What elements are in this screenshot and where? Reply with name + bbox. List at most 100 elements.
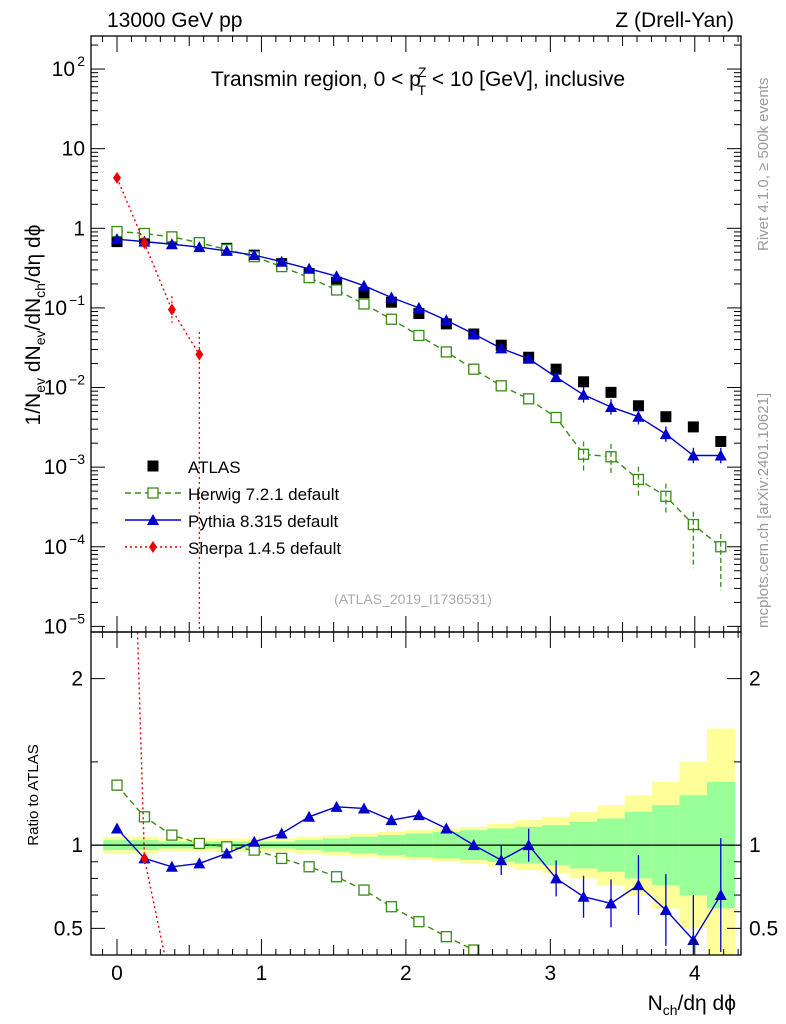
main-title: Transmin region, 0 < pZ T < 10 [GeV], inc…	[211, 64, 625, 98]
main-herwig-point	[358, 298, 370, 310]
main-atlas-point	[578, 376, 590, 388]
main-ylabel: 1/Nev dNev/dNch/dη dϕ	[22, 225, 48, 426]
x-axis-label: Nch/dη dϕ	[648, 992, 736, 1018]
ratio-pythia-point	[440, 822, 453, 834]
main-title-sub: T	[417, 82, 426, 98]
main-pythia-series	[111, 233, 727, 461]
ratio-herwig-point	[385, 901, 398, 913]
ratio-pythia-point	[275, 827, 288, 839]
main-pythia-point	[385, 291, 398, 303]
main-pythia-point	[467, 328, 480, 340]
main-pythia-point	[440, 314, 453, 326]
main-title-pre: Transmin region, 0 < p	[211, 68, 421, 91]
main-pythia-point	[303, 262, 316, 274]
ratio-herwig-point	[413, 916, 425, 928]
ratio-herwig-point	[358, 884, 370, 896]
main-sherpa-point	[140, 237, 149, 250]
analysis-tag: (ATLAS_2019_I1736531)	[334, 591, 492, 607]
main-sherpa-point	[113, 171, 121, 184]
main-pythia-point	[522, 352, 535, 364]
main-pythia-point	[412, 301, 425, 313]
ratio-error-bars	[500, 828, 722, 955]
rivet-label-wrap: Rivet 4.1.0, ≥ 500k events	[755, 78, 772, 251]
main-ytick-exponent: −5	[69, 610, 85, 626]
mcplots-label-wrap: mcplots.cern.ch [arXiv:2401.10621]	[755, 393, 772, 628]
ratio-pythia-point	[330, 800, 343, 812]
ratio-xtick-label: 0	[111, 962, 123, 985]
main-atlas-point	[605, 386, 617, 398]
ratio-xtick-label: 1	[256, 962, 268, 985]
main-ytick-exponent: −3	[69, 451, 85, 467]
ratio-sherpa-series	[136, 632, 203, 1011]
main-atlas-point	[413, 308, 425, 320]
ratio-pythia-point	[165, 860, 178, 872]
main-sherpa-point	[195, 348, 204, 361]
ratio-pythia-point	[248, 835, 261, 847]
ratio-herwig-point	[303, 861, 315, 873]
ratio-herwig-point	[193, 837, 205, 850]
main-herwig-point	[385, 313, 398, 325]
main-ytick-exponent: −1	[69, 292, 85, 308]
main-pythia-point	[330, 270, 343, 282]
main-pythia-point	[220, 244, 233, 256]
main-atlas-point	[632, 400, 644, 412]
ratio-ylabel: Ratio to ATLAS	[25, 744, 42, 845]
main-herwig-point	[523, 393, 535, 405]
main-pythia-point	[111, 233, 123, 245]
ratio-ytick-label: 1	[71, 834, 83, 857]
ratio-herwig-point	[166, 829, 178, 841]
ratio-plot: 0.5 0.5 1 1 2 2 0 1 2 3 4	[54, 631, 778, 1011]
ratio-sherpa-point	[168, 984, 176, 996]
main-title-post: < 10 [GeV], inclusive	[426, 68, 625, 91]
main-pythia-point	[358, 279, 370, 291]
ratio-ylabel-wrap: Ratio to ATLAS	[25, 744, 42, 845]
main-atlas-point	[660, 411, 672, 423]
main-atlas-point	[358, 287, 370, 299]
ratio-herwig-point	[138, 811, 151, 823]
ratio-ytick-label: 0.5	[54, 917, 83, 940]
ratio-xtick-label: 3	[544, 962, 556, 985]
ratio-pythia-point	[467, 839, 480, 851]
ratio-pythia-point	[193, 857, 206, 869]
main-atlas-point	[715, 435, 727, 447]
main-ytick-label: 10	[44, 456, 67, 479]
main-ytick-exponent: −2	[69, 372, 85, 388]
main-ytick-label: 10	[44, 297, 67, 320]
ratio-herwig-point	[468, 944, 480, 955]
main-herwig-point	[413, 329, 425, 342]
main-pythia-point	[165, 238, 178, 250]
main-pythia-point	[193, 241, 206, 253]
ratio-pythia-point	[220, 847, 233, 859]
legend-pythia-label: Pythia 8.315 default	[188, 512, 339, 531]
ratio-ytick-label-right: 2	[749, 668, 761, 691]
process-label: Z (Drell-Yan)	[615, 9, 734, 32]
main-sherpa-line	[116, 177, 200, 355]
ratio-sherpa-point	[195, 999, 203, 1011]
ratio-ytick-label-right: 0.5	[749, 917, 778, 940]
ratio-pythia-point	[412, 809, 425, 821]
ratio-herwig-point	[276, 852, 288, 865]
ratio-ytick-label-right: 1	[749, 834, 761, 857]
main-ytick-label: 10	[52, 58, 75, 81]
legend-herwig-label: Herwig 7.2.1 default	[188, 485, 339, 504]
ratio-herwig-point	[440, 931, 452, 943]
legend-atlas-label: ATLAS	[188, 458, 241, 477]
main-ytick-exponent: 2	[77, 53, 85, 69]
main-error-bars	[171, 296, 722, 632]
main-ytick-label: 10	[44, 536, 67, 559]
rivet-label: Rivet 4.1.0, ≥ 500k events	[755, 78, 772, 251]
main-herwig-point	[440, 346, 452, 358]
mcplots-label: mcplots.cern.ch [arXiv:2401.10621]	[755, 393, 772, 628]
ratio-pythia-point	[385, 814, 398, 826]
legend-herwig-marker	[147, 487, 159, 499]
main-herwig-point	[495, 380, 507, 392]
main-pythia-point	[495, 342, 508, 354]
ratio-herwig-point	[330, 871, 343, 883]
legend-atlas-marker	[147, 460, 159, 472]
ratio-herwig-series	[111, 779, 480, 955]
main-pythia-line	[116, 238, 721, 457]
legend-sherpa-label: Sherpa 1.4.5 default	[188, 539, 341, 558]
main-ylabel-wrap: 1/Nev dNev/dNch/dη dϕ	[22, 225, 48, 426]
